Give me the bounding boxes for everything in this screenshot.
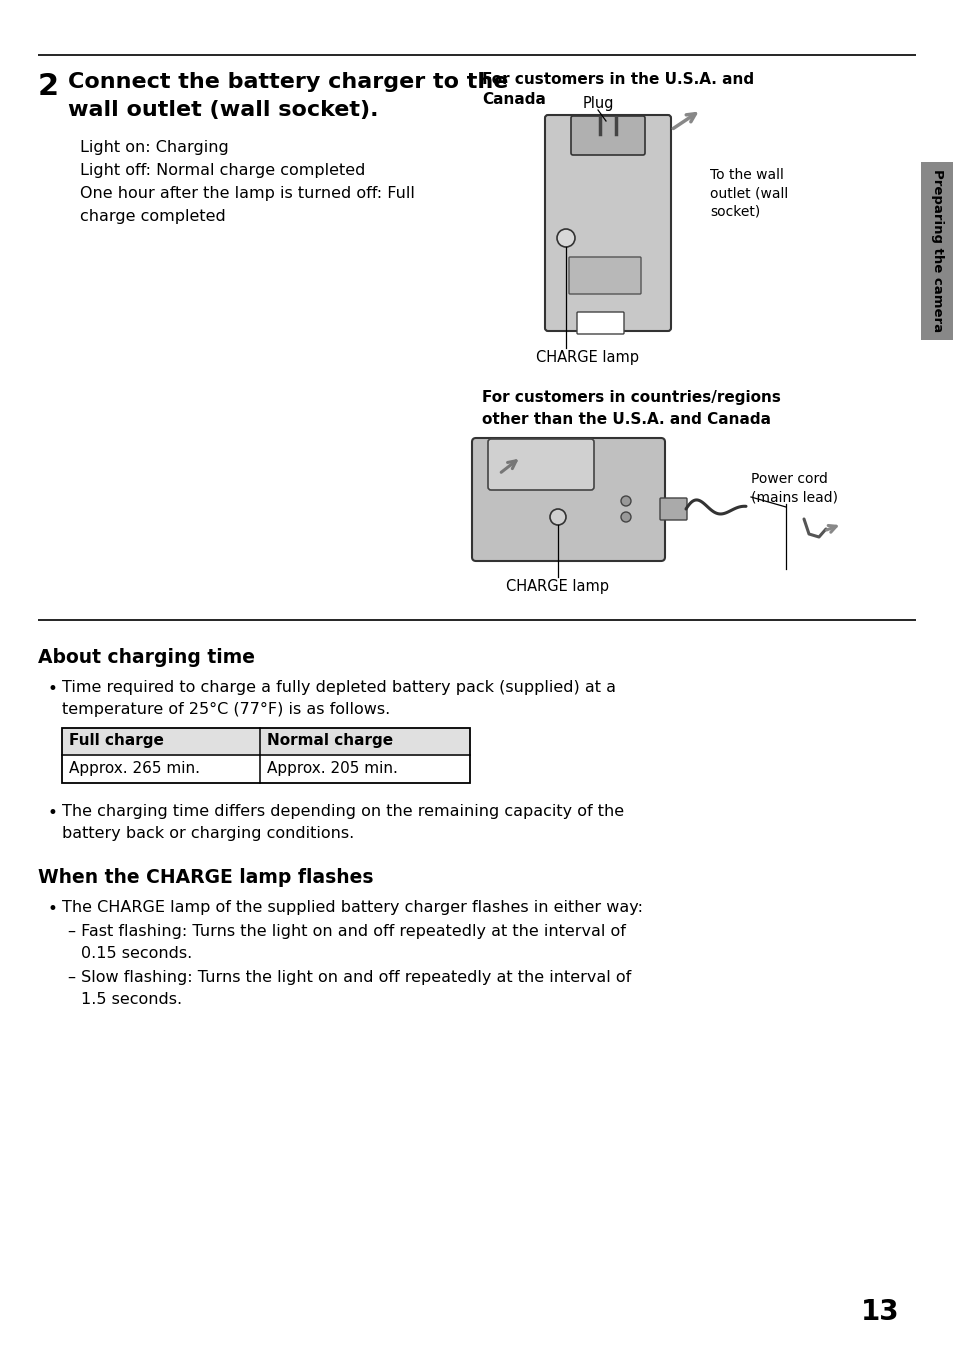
Text: Time required to charge a fully depleted battery pack (supplied) at a: Time required to charge a fully depleted… xyxy=(62,681,616,695)
Text: Connect the battery charger to the: Connect the battery charger to the xyxy=(68,73,508,91)
Text: •: • xyxy=(48,804,58,822)
Text: •: • xyxy=(48,900,58,919)
Bar xyxy=(62,728,470,783)
Text: Full charge: Full charge xyxy=(69,733,164,748)
Text: wall outlet (wall socket).: wall outlet (wall socket). xyxy=(68,100,378,120)
Text: 13: 13 xyxy=(861,1298,899,1326)
Text: For customers in the U.S.A. and: For customers in the U.S.A. and xyxy=(481,73,753,87)
FancyBboxPatch shape xyxy=(659,498,686,521)
FancyBboxPatch shape xyxy=(920,161,953,340)
Text: Light off: Normal charge completed: Light off: Normal charge completed xyxy=(80,163,365,178)
FancyBboxPatch shape xyxy=(488,438,594,490)
Text: Light on: Charging: Light on: Charging xyxy=(80,140,229,155)
Text: CHARGE lamp: CHARGE lamp xyxy=(505,578,608,594)
Text: temperature of 25°C (77°F) is as follows.: temperature of 25°C (77°F) is as follows… xyxy=(62,702,390,717)
Text: About charging time: About charging time xyxy=(38,648,254,667)
FancyBboxPatch shape xyxy=(577,312,623,334)
Text: Normal charge: Normal charge xyxy=(267,733,393,748)
FancyBboxPatch shape xyxy=(571,116,644,155)
Circle shape xyxy=(557,229,575,247)
Text: charge completed: charge completed xyxy=(80,208,226,225)
Text: Approx. 265 min.: Approx. 265 min. xyxy=(69,761,200,776)
Text: CHARGE lamp: CHARGE lamp xyxy=(536,350,639,364)
Text: The CHARGE lamp of the supplied battery charger flashes in either way:: The CHARGE lamp of the supplied battery … xyxy=(62,900,642,915)
Text: 2: 2 xyxy=(38,73,59,101)
Text: 1.5 seconds.: 1.5 seconds. xyxy=(81,993,182,1007)
FancyBboxPatch shape xyxy=(544,116,670,331)
Text: Approx. 205 min.: Approx. 205 min. xyxy=(267,761,397,776)
Text: The charging time differs depending on the remaining capacity of the: The charging time differs depending on t… xyxy=(62,804,623,819)
Text: battery back or charging conditions.: battery back or charging conditions. xyxy=(62,826,354,841)
Text: – Fast flashing: Turns the light on and off repeatedly at the interval of: – Fast flashing: Turns the light on and … xyxy=(68,924,625,939)
Text: When the CHARGE lamp flashes: When the CHARGE lamp flashes xyxy=(38,868,374,886)
FancyBboxPatch shape xyxy=(472,438,664,561)
Text: To the wall
outlet (wall
socket): To the wall outlet (wall socket) xyxy=(709,168,787,219)
Text: One hour after the lamp is turned off: Full: One hour after the lamp is turned off: F… xyxy=(80,186,415,200)
Text: 0.15 seconds.: 0.15 seconds. xyxy=(81,946,193,960)
FancyBboxPatch shape xyxy=(62,728,470,756)
Text: •: • xyxy=(48,681,58,698)
Text: Canada: Canada xyxy=(481,91,545,108)
Text: Plug: Plug xyxy=(581,95,613,112)
Circle shape xyxy=(620,496,630,506)
Text: Power cord
(mains lead): Power cord (mains lead) xyxy=(750,472,837,504)
Circle shape xyxy=(550,508,565,525)
Text: For customers in countries/regions: For customers in countries/regions xyxy=(481,390,781,405)
Circle shape xyxy=(620,512,630,522)
FancyBboxPatch shape xyxy=(568,257,640,295)
Text: – Slow flashing: Turns the light on and off repeatedly at the interval of: – Slow flashing: Turns the light on and … xyxy=(68,970,631,985)
Text: Preparing the camera: Preparing the camera xyxy=(930,169,943,332)
Text: other than the U.S.A. and Canada: other than the U.S.A. and Canada xyxy=(481,412,770,426)
